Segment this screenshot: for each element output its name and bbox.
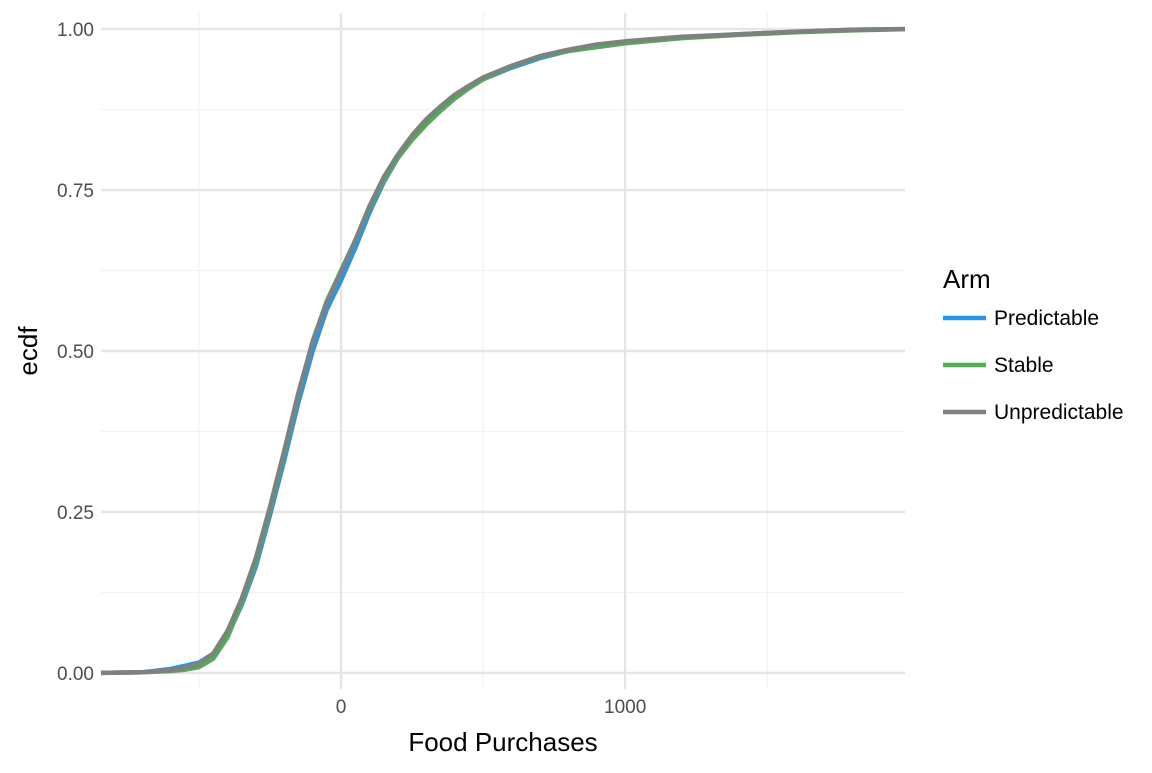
y-axis-title: ecdf [13,326,43,376]
legend-label: Stable [994,354,1054,377]
minor-gridlines [101,13,905,689]
legend-label: Unpredictable [994,401,1124,424]
x-axis-title: Food Purchases [408,727,597,757]
x-tick-label: 0 [336,697,347,718]
legend: Arm Predictable Stable Unpredictable [943,264,1124,424]
legend-item-unpredictable: Unpredictable [943,401,1124,424]
y-tick-label: 0.75 [57,181,94,202]
legend-item-stable: Stable [943,354,1054,377]
y-tick-label: 0.50 [57,342,94,363]
x-tick-label: 1000 [604,697,646,718]
legend-title: Arm [943,264,991,294]
series-lines [100,26,906,676]
x-axis-tick-labels: 0 1000 [336,697,647,718]
major-gridlines [101,13,905,689]
y-tick-label: 1.00 [57,20,94,41]
legend-items: Predictable Stable Unpredictable [943,307,1124,424]
legend-label: Predictable [994,307,1099,330]
series-line-unpredictable [100,26,906,676]
y-tick-label: 0.25 [57,503,94,524]
y-tick-label: 0.00 [57,664,94,685]
legend-item-predictable: Predictable [943,307,1099,330]
y-axis-tick-labels: 0.00 0.25 0.50 0.75 1.00 [57,20,94,685]
